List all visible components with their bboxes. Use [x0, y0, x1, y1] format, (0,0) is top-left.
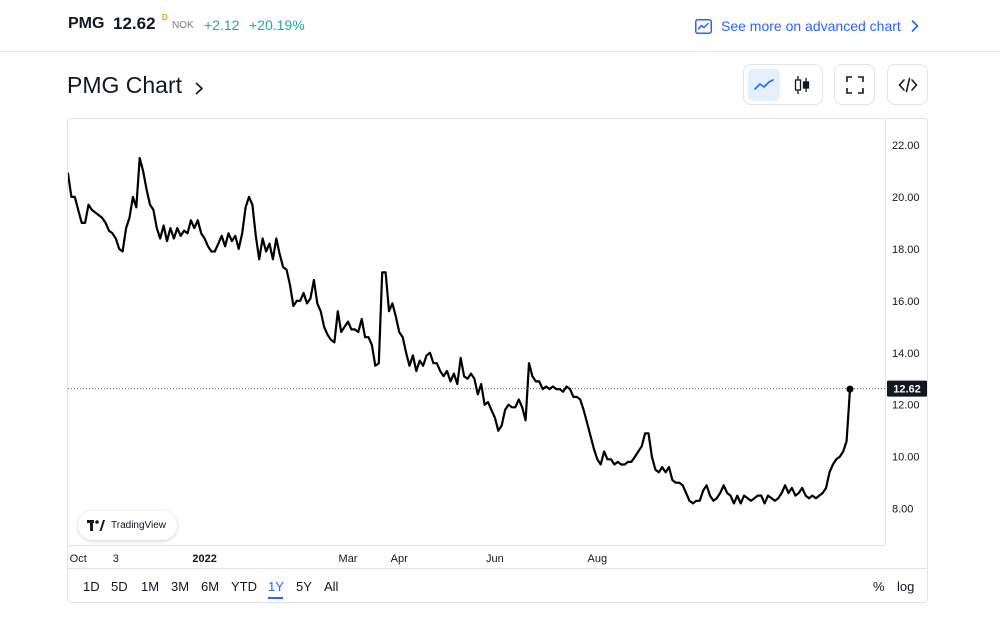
chart-style-toggle: [743, 64, 823, 105]
advanced-chart-link[interactable]: See more on advanced chart: [695, 14, 919, 38]
chart-container: 8.00 10.00 12.00 14.00 16.00 18.00 20.00 22.00 1…: [67, 118, 928, 603]
quote-price-flag: D: [162, 13, 168, 22]
last-price-marker: [846, 385, 854, 393]
y-tick-label: 22.00: [892, 140, 920, 152]
percent-scale-toggle[interactable]: %: [873, 579, 885, 594]
embed-code-icon: [898, 77, 917, 92]
x-tick-label: Aug: [588, 553, 608, 565]
range-all[interactable]: All: [324, 579, 339, 594]
range-6m[interactable]: 6M: [201, 579, 220, 594]
fullscreen-button[interactable]: [834, 64, 875, 105]
range-1d[interactable]: 1D: [83, 579, 100, 594]
price-series-line: [68, 156, 852, 505]
log-scale-toggle[interactable]: log: [897, 579, 915, 594]
x-tick-label: Mar: [339, 553, 358, 565]
tradingview-badge[interactable]: TradingView: [78, 511, 178, 540]
last-price-tag: [887, 380, 927, 397]
y-tick-label: 10.00: [892, 452, 920, 464]
x-tick-label: Jun: [486, 553, 504, 565]
range-selector: 1D 5D 1M 3M 6M YTD 1Y 5Y All % log: [68, 568, 927, 602]
embed-button[interactable]: [887, 64, 928, 105]
tradingview-logo-icon: [87, 520, 105, 531]
quote-symbol: PMG: [68, 15, 105, 32]
last-price-label: 12.62: [893, 384, 921, 396]
tradingview-label: TradingView: [111, 520, 167, 531]
quote-currency: NOK: [172, 20, 194, 31]
range-5d[interactable]: 5D: [111, 579, 128, 594]
y-tick-label: 18.00: [892, 244, 920, 256]
price-chart[interactable]: 8.00 10.00 12.00 14.00 16.00 18.00 20.00 22.00 1…: [68, 119, 928, 568]
range-3m[interactable]: 3M: [171, 579, 190, 594]
range-ytd[interactable]: YTD: [231, 579, 257, 594]
candlestick-icon: [794, 76, 810, 94]
quote-change: +2.12: [204, 17, 240, 33]
chart-title[interactable]: PMG Chart: [67, 72, 183, 98]
fullscreen-icon: [845, 75, 864, 94]
range-5y[interactable]: 5Y: [296, 579, 312, 594]
candlestick-button[interactable]: [786, 69, 818, 101]
advanced-chart-label: See more on advanced chart: [721, 18, 901, 34]
y-tick-label: 14.00: [892, 348, 920, 360]
line-chart-button[interactable]: [748, 69, 780, 101]
y-tick-label: 16.00: [892, 296, 920, 308]
x-tick-label: Apr: [391, 553, 408, 565]
x-axis: Oct 3 2022 Mar Apr Jun Aug: [68, 545, 885, 565]
quote-change-percent: +20.19%: [249, 17, 305, 33]
range-active-indicator: [268, 597, 283, 599]
y-tick-label: 8.00: [892, 504, 913, 516]
range-1y[interactable]: 1Y: [268, 579, 284, 594]
chart-line-icon: [695, 18, 712, 34]
y-tick-label: 20.00: [892, 192, 920, 204]
line-chart-icon: [754, 79, 774, 90]
chevron-right-icon: [195, 82, 203, 95]
quote-bar: PMG 12.62 D NOK +2.12 +20.19% See more o…: [0, 0, 1000, 52]
range-1m[interactable]: 1M: [141, 579, 160, 594]
x-tick-label: 2022: [192, 553, 216, 565]
y-tick-label: 12.00: [892, 400, 920, 412]
quote-price: 12.62: [113, 14, 156, 33]
plot-area: [68, 156, 885, 505]
y-axis: 8.00 10.00 12.00 14.00 16.00 18.00 20.00 22.00 1…: [885, 119, 927, 545]
x-tick-label: Oct: [70, 553, 87, 565]
chevron-right-icon: [911, 20, 919, 32]
x-tick-label: 3: [113, 553, 119, 565]
